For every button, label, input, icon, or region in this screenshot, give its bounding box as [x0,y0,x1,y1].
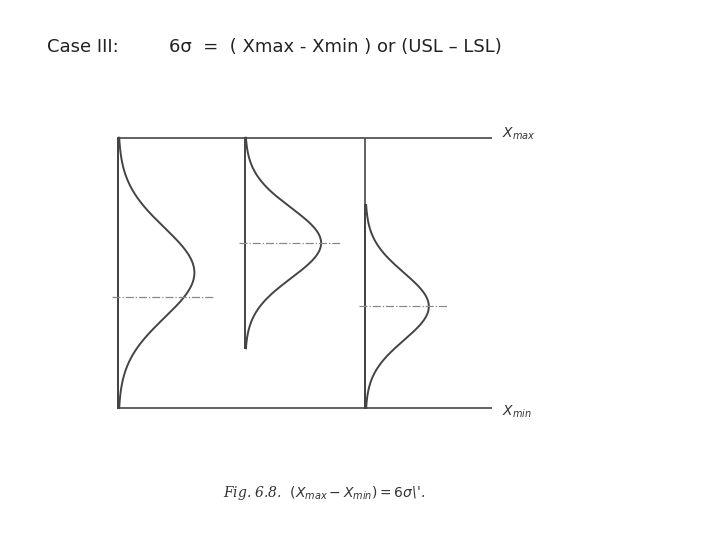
Text: 6σ  =  ( Xmax - Xmin ) or (USL – LSL): 6σ = ( Xmax - Xmin ) or (USL – LSL) [169,38,502,56]
Text: Case III:: Case III: [47,38,119,56]
Text: $X_{min}$: $X_{min}$ [502,403,531,420]
Text: $X_{max}$: $X_{max}$ [502,125,535,142]
Text: Fig. 6.8.  $(X_{max} - X_{min}) = 6\sigma$\'.: Fig. 6.8. $(X_{max} - X_{min}) = 6\sigma… [223,484,425,502]
